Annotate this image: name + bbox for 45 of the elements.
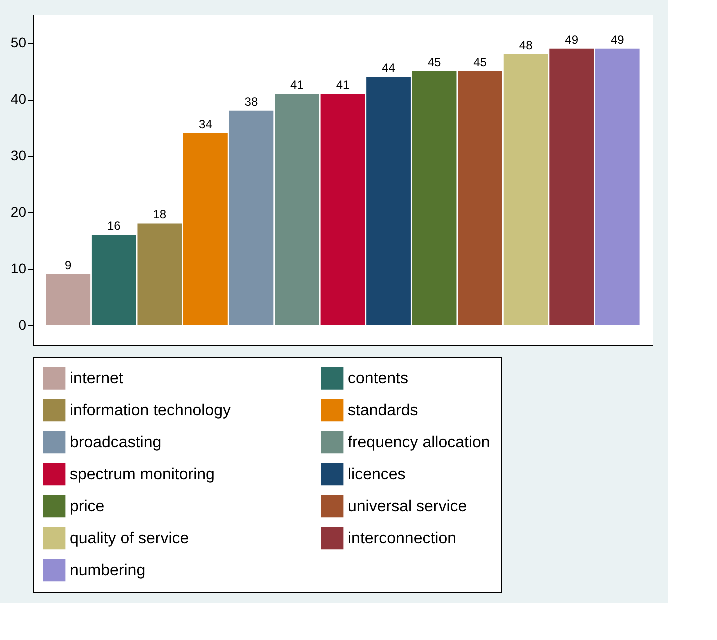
legend-label: spectrum monitoring bbox=[70, 466, 215, 484]
legend-label: standards bbox=[348, 402, 418, 420]
bar bbox=[46, 274, 91, 326]
data-label: 45 bbox=[474, 55, 488, 70]
data-label: 9 bbox=[65, 258, 72, 272]
data-label: 38 bbox=[244, 94, 258, 109]
bar bbox=[412, 71, 457, 326]
data-label: 44 bbox=[382, 61, 396, 76]
y-tick-label: 30 bbox=[10, 148, 27, 164]
bar bbox=[229, 110, 274, 326]
y-tick-label: 10 bbox=[10, 260, 27, 276]
bar bbox=[550, 48, 594, 326]
bar bbox=[275, 94, 320, 326]
legend-label: broadcasting bbox=[70, 434, 162, 452]
data-label: 49 bbox=[565, 32, 579, 47]
y-tick-label: 20 bbox=[10, 204, 27, 220]
legend-label: licences bbox=[348, 466, 406, 484]
bar bbox=[458, 71, 503, 326]
y-tick-label: 40 bbox=[10, 91, 27, 108]
legend-label: quality of service bbox=[70, 530, 190, 548]
bar bbox=[92, 235, 136, 326]
y-tick-label: 50 bbox=[10, 34, 27, 51]
data-label: 18 bbox=[153, 208, 167, 222]
legend-label: internet bbox=[70, 370, 124, 388]
legend-label: frequency allocation bbox=[348, 434, 490, 452]
legend-label: price bbox=[70, 498, 105, 516]
bar bbox=[183, 133, 228, 326]
legend-label: information technology bbox=[70, 402, 231, 420]
bar bbox=[138, 224, 182, 326]
bar bbox=[320, 94, 366, 326]
data-label: 48 bbox=[519, 38, 534, 52]
legend-label: numbering bbox=[70, 562, 146, 580]
bar bbox=[366, 77, 411, 326]
data-label: 41 bbox=[290, 78, 304, 92]
data-label: 45 bbox=[428, 55, 442, 70]
y-tick-label: 0 bbox=[18, 316, 27, 333]
legend-label: contents bbox=[348, 370, 408, 388]
legend-label: universal service bbox=[348, 498, 468, 516]
data-label: 34 bbox=[199, 117, 213, 132]
data-label: 16 bbox=[107, 219, 122, 233]
legend-label: interconnection bbox=[348, 530, 457, 548]
bar bbox=[595, 48, 640, 326]
bar bbox=[504, 54, 548, 326]
data-label: 41 bbox=[336, 78, 350, 92]
data-label: 49 bbox=[610, 32, 625, 47]
